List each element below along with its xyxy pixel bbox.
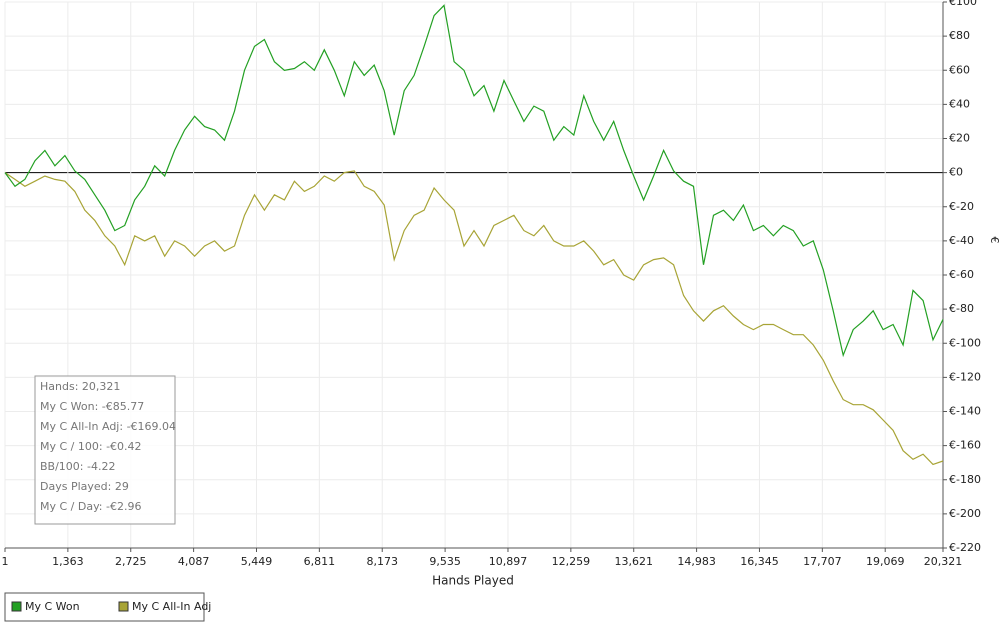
stats-box [34,375,176,525]
legend-box [4,592,205,622]
x-tick-label: 14,983 [677,555,716,568]
x-tick-label: 1 [2,555,9,568]
y-tick-label: €40 [949,97,970,110]
stat-text: My C Won: -€85.77 [40,400,144,413]
stat-text: My C / Day: -€2.96 [40,500,141,513]
stat-text: Hands: 20,321 [40,380,120,393]
y-tick-label: €-220 [949,541,981,554]
series-line [4,170,944,466]
y-tick-label: €-120 [949,370,981,383]
y-tick-label: €60 [949,63,970,76]
x-tick-label: 19,069 [866,555,905,568]
stat-text: BB/100: -4.22 [40,460,115,473]
stat-text: My C / 100: -€0.42 [40,440,142,453]
y-tick-label: €-100 [949,336,981,349]
legend-swatch [11,601,22,612]
y-axis-label: € [988,237,1001,244]
y-tick-label: €-20 [949,200,974,213]
y-tick-label: €0 [949,166,963,179]
x-tick-label: 12,259 [552,555,591,568]
y-tick-label: €-140 [949,405,981,418]
legend-label: My C Won [25,600,80,613]
x-tick-label: 1,363 [52,555,84,568]
x-tick-label: 13,621 [614,555,653,568]
y-tick-label: €20 [949,132,970,145]
y-tick-label: €-200 [949,507,981,520]
x-tick-label: 6,811 [304,555,336,568]
y-tick-label: €80 [949,29,970,42]
x-tick-label: 16,345 [740,555,779,568]
y-tick-label: €100 [949,0,977,8]
series-line [4,4,944,358]
y-tick-label: €-60 [949,268,974,281]
x-tick-label: 4,087 [178,555,210,568]
legend-label: My C All-In Adj [132,600,211,613]
y-tick-label: €-180 [949,473,981,486]
stat-text: Days Played: 29 [40,480,129,493]
x-tick-label: 8,173 [366,555,398,568]
legend-swatch [118,601,129,612]
x-axis-label: Hands Played [432,574,514,588]
x-tick-label: 20,321 [924,555,963,568]
y-tick-label: €-160 [949,439,981,452]
stat-text: My C All-In Adj: -€169.04 [40,420,176,433]
x-tick-label: 2,725 [115,555,147,568]
x-tick-label: 9,535 [429,555,461,568]
y-tick-label: €-40 [949,234,974,247]
x-tick-label: 17,707 [803,555,842,568]
x-tick-label: 5,449 [241,555,273,568]
plot: €100 €80 €60 €40 €20 €0 €-20 €-40 €-60 €-80 €-100 €… [2,0,981,622]
y-tick-label: €-80 [949,302,974,315]
x-tick-label: 10,897 [489,555,528,568]
